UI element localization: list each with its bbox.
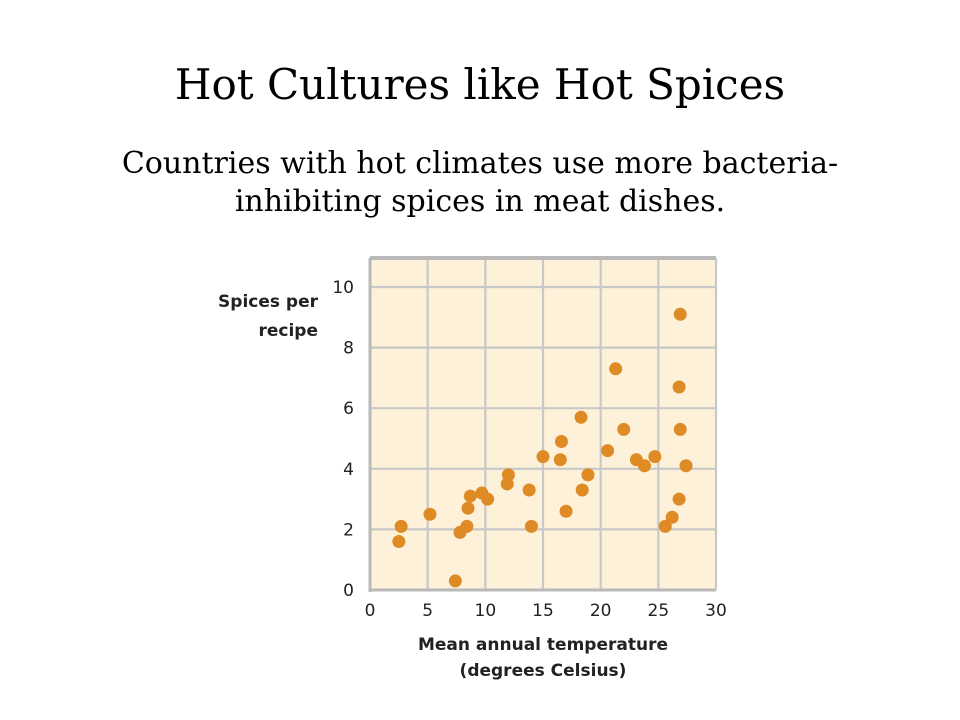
data-point [554, 435, 568, 449]
data-point [394, 519, 408, 533]
data-point [536, 450, 550, 464]
x-tick-label: 5 [422, 601, 433, 621]
data-point [460, 519, 474, 533]
y-axis-label-line-1: Spices per [218, 292, 319, 312]
data-point [658, 519, 672, 533]
data-point [463, 489, 477, 503]
x-axis-label-line-2: (degrees Celsius) [460, 661, 627, 681]
data-point [481, 492, 495, 506]
data-points [392, 307, 693, 588]
y-tick-label: 10 [332, 278, 354, 298]
data-point [392, 535, 406, 549]
slide-subtitle: Countries with hot climates use more bac… [60, 145, 900, 220]
data-point [672, 492, 686, 506]
data-point [581, 468, 595, 482]
y-tick-label: 4 [343, 460, 354, 480]
y-tick-label: 0 [343, 581, 354, 601]
y-tick-label: 6 [343, 399, 354, 419]
data-point [601, 444, 615, 458]
subtitle-line-1: Countries with hot climates use more bac… [121, 146, 839, 181]
data-point [673, 307, 687, 321]
x-tick-label: 30 [705, 601, 727, 621]
data-point [672, 380, 686, 394]
x-tick-label: 15 [532, 601, 554, 621]
plot-frame [368, 256, 718, 592]
data-point [461, 501, 475, 515]
x-tick-label: 10 [475, 601, 497, 621]
data-point [679, 459, 693, 473]
data-point [575, 483, 589, 497]
data-point [553, 453, 567, 467]
subtitle-line-2: inhibiting spices in meat dishes. [234, 183, 726, 219]
data-point [637, 459, 651, 473]
y-axis-label-line-2: recipe [258, 321, 318, 341]
data-point [448, 574, 462, 588]
data-point [673, 422, 687, 436]
data-point [609, 362, 623, 376]
data-point [617, 422, 631, 436]
y-tick-label: 8 [343, 339, 354, 359]
slide-title: Hot Cultures like Hot Spices [174, 60, 786, 109]
data-point [648, 450, 662, 464]
x-tick-labels: 0 5 10 15 20 25 30 [365, 601, 727, 621]
x-axis-label-line-1: Mean annual temperature [418, 635, 668, 655]
data-point [423, 507, 437, 521]
data-point [665, 510, 679, 524]
x-tick-label: 20 [590, 601, 612, 621]
data-point [501, 468, 515, 482]
x-tick-label: 25 [648, 601, 670, 621]
grid-lines [370, 258, 716, 590]
data-point [574, 410, 588, 424]
x-tick-label: 0 [365, 601, 376, 621]
data-point [524, 519, 538, 533]
data-point [559, 504, 573, 518]
y-tick-label: 2 [343, 520, 354, 540]
data-point [522, 483, 536, 497]
y-tick-labels: 0 2 4 6 8 10 [332, 278, 354, 601]
